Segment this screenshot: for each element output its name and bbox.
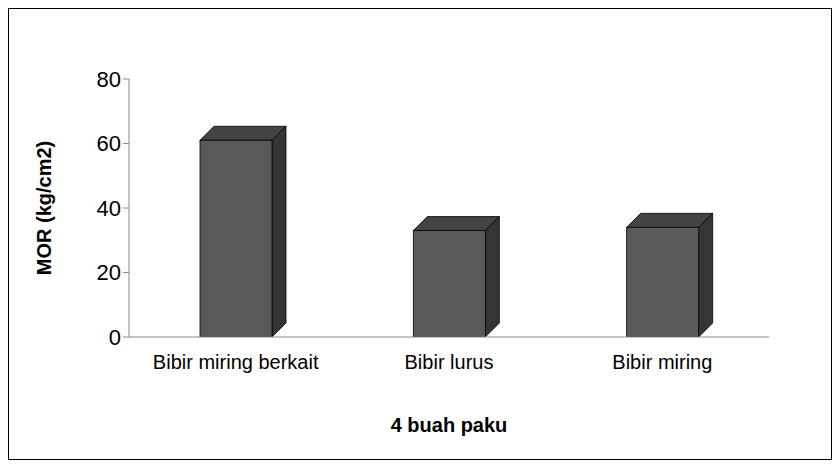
svg-text:40: 40 bbox=[97, 196, 121, 221]
svg-text:0: 0 bbox=[109, 325, 121, 350]
svg-text:Bibir miring: Bibir miring bbox=[612, 351, 712, 373]
svg-text:MOR (kg/cm2): MOR (kg/cm2) bbox=[33, 141, 55, 275]
svg-text:Bibir lurus: Bibir lurus bbox=[405, 351, 494, 373]
svg-text:20: 20 bbox=[97, 260, 121, 285]
svg-text:4 buah paku: 4 buah paku bbox=[391, 414, 508, 436]
svg-text:60: 60 bbox=[97, 131, 121, 156]
svg-text:Bibir miring berkait: Bibir miring berkait bbox=[153, 351, 319, 373]
svg-text:80: 80 bbox=[97, 67, 121, 92]
